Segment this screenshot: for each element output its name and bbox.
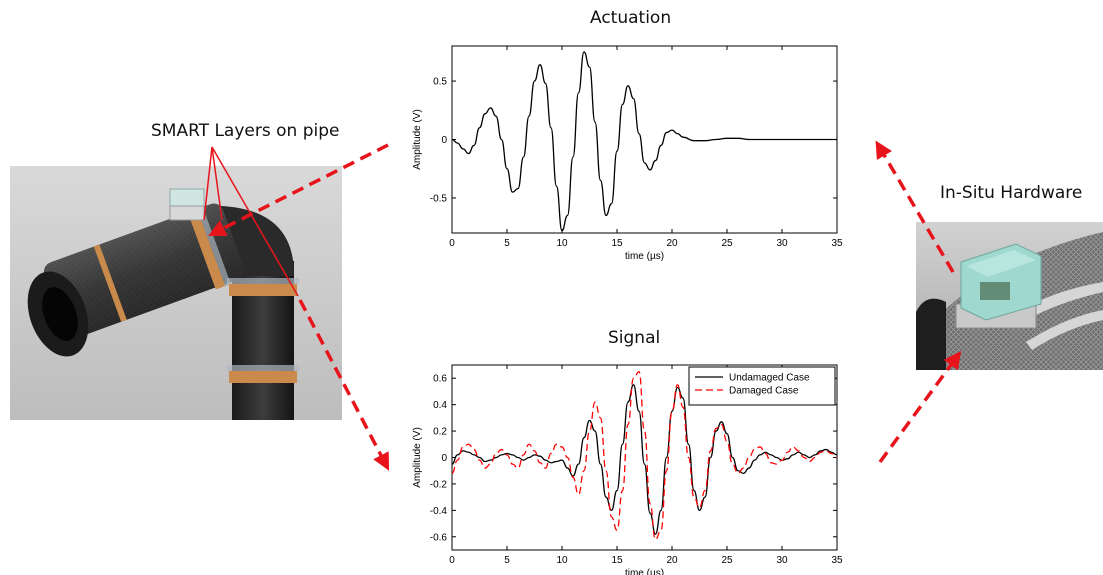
arrow-from-signal xyxy=(878,350,962,464)
pipe-photo xyxy=(10,166,342,420)
signal-ytick-label: 0.2 xyxy=(433,427,447,438)
signal-ylabel: Amplitude (V) xyxy=(412,427,423,488)
signal-ytick-label: 0.4 xyxy=(433,400,447,411)
actuation-ytick-label: -0.5 xyxy=(430,193,448,204)
signal-xtick-label: 30 xyxy=(776,555,788,566)
signal-chart: 0 5 10 15 20 25 30 35 -0.6 -0.4 -0.2 0 0.2 0.4 0.6 time… xyxy=(412,364,843,575)
signal-xtick-label: 15 xyxy=(611,555,623,566)
signal-xtick-label: 25 xyxy=(721,555,733,566)
actuation-xtick-label: 5 xyxy=(504,238,510,249)
actuation-ylabel: Amplitude (V) xyxy=(412,109,423,170)
signal-xtick-label: 35 xyxy=(831,555,843,566)
signal-xtick-label: 20 xyxy=(666,555,678,566)
signal-ytick-label: -0.2 xyxy=(430,479,448,490)
signal-legend-label: Damaged Case xyxy=(729,386,799,397)
signal-ytick-label: 0.6 xyxy=(433,374,447,385)
in-situ-hardware-label: In-Situ Hardware xyxy=(940,183,1083,203)
signal-ytick-label: -0.6 xyxy=(430,532,448,543)
actuation-xtick-label: 30 xyxy=(776,238,788,249)
signal-xlabel: time (µs) xyxy=(625,568,664,575)
actuation-xtick-label: 20 xyxy=(666,238,678,249)
actuation-xtick-label: 0 xyxy=(449,238,455,249)
signal-legend-label: Undamaged Case xyxy=(729,373,810,384)
actuation-chart: 0 5 10 15 20 25 30 35 -0.5 0 0.5 time (µs) Amplitude… xyxy=(412,45,843,262)
actuation-ytick-label: 0.5 xyxy=(433,77,447,88)
signal-ytick-label: 0 xyxy=(441,453,447,464)
smart-layers-label: SMART Layers on pipe xyxy=(151,121,340,141)
actuation-xlabel: time (µs) xyxy=(625,251,664,262)
hardware-illustration xyxy=(916,222,1103,370)
actuation-ytick-label: 0 xyxy=(441,135,447,146)
hardware-photo xyxy=(916,222,1103,370)
actuation-xtick-label: 10 xyxy=(556,238,568,249)
signal-series-line-undamaged-case xyxy=(451,384,838,535)
actuation-xtick-label: 15 xyxy=(611,238,623,249)
signal-ytick-label: -0.4 xyxy=(430,506,448,517)
signal-xtick-label: 10 xyxy=(556,555,568,566)
signal-legend-box xyxy=(688,366,836,406)
actuation-xtick-label: 25 xyxy=(721,238,733,249)
signal-xtick-label: 5 xyxy=(504,555,510,566)
signal-title: Signal xyxy=(608,328,661,348)
pipe-illustration xyxy=(10,166,342,420)
signal-xtick-label: 0 xyxy=(449,555,455,566)
actuation-xtick-label: 35 xyxy=(831,238,843,249)
actuation-series-line-0 xyxy=(451,51,837,232)
actuation-title: Actuation xyxy=(590,8,672,28)
